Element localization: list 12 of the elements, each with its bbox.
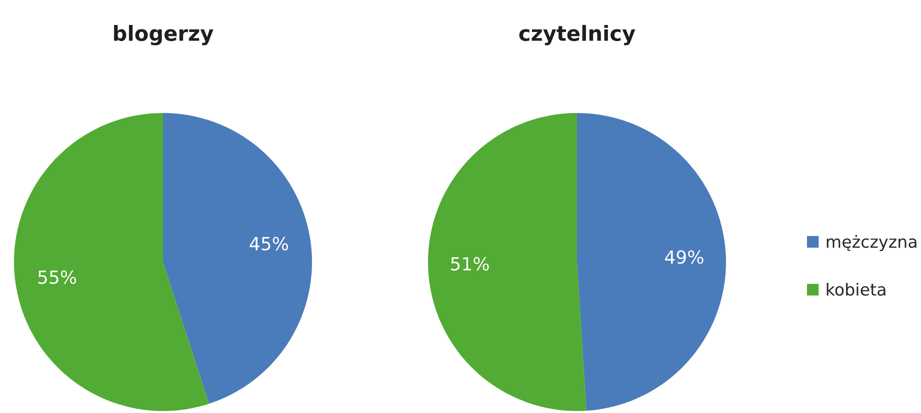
pie-slice: [163, 113, 312, 404]
pie-slice: [428, 113, 586, 411]
legend-label: kobieta: [826, 282, 886, 296]
legend-label: mężczyzna: [826, 235, 916, 252]
data-label: 55%: [38, 270, 76, 284]
data-label: 45%: [250, 236, 288, 250]
data-label: 49%: [665, 250, 704, 264]
data-label: 51%: [451, 256, 489, 271]
pie-slice: [14, 113, 210, 411]
chart-title: blogerzy: [114, 24, 214, 46]
chart-title: czytelnicy: [519, 24, 636, 46]
pie-slice: [577, 113, 726, 411]
